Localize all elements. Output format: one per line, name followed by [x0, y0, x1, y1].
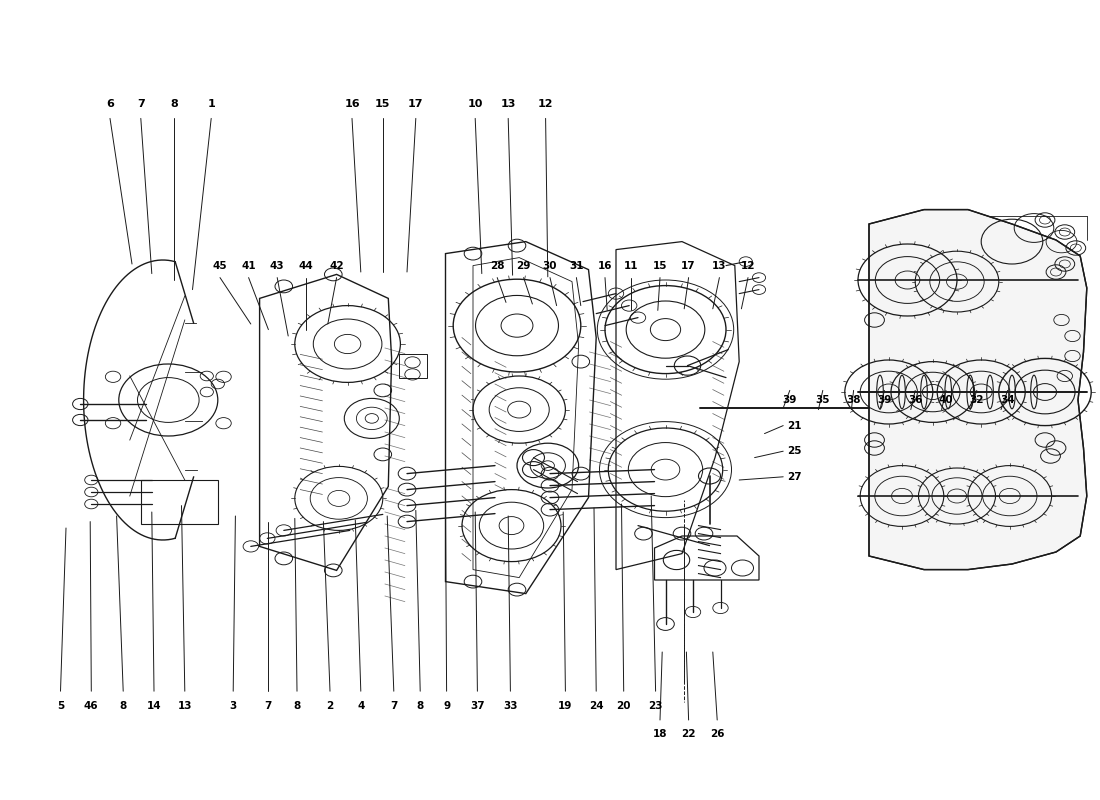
Text: 8: 8	[417, 701, 424, 710]
Text: 17: 17	[681, 261, 696, 270]
Text: 6: 6	[106, 99, 114, 109]
Text: 46: 46	[84, 701, 99, 710]
Text: 8: 8	[294, 701, 300, 710]
Text: 31: 31	[569, 261, 584, 270]
Text: 4: 4	[358, 701, 364, 710]
Text: 13: 13	[177, 701, 192, 710]
Text: 30: 30	[542, 261, 558, 270]
Text: 45: 45	[212, 261, 228, 270]
Text: 24: 24	[588, 701, 604, 710]
Text: 16: 16	[597, 261, 613, 270]
Text: 2: 2	[327, 701, 333, 710]
Text: 23: 23	[648, 701, 663, 710]
Text: 40: 40	[938, 395, 954, 405]
Text: 35: 35	[815, 395, 830, 405]
Text: 39: 39	[877, 395, 892, 405]
Text: 25: 25	[786, 446, 802, 456]
Text: 27: 27	[786, 472, 802, 482]
Text: 1: 1	[207, 99, 216, 109]
Text: 12: 12	[538, 99, 553, 109]
Text: 8: 8	[120, 701, 127, 710]
Text: 7: 7	[265, 701, 272, 710]
Text: 36: 36	[908, 395, 923, 405]
Text: 15: 15	[652, 261, 668, 270]
Text: 19: 19	[558, 701, 573, 710]
Text: 11: 11	[624, 261, 639, 270]
Text: 15: 15	[375, 99, 390, 109]
Text: 32: 32	[969, 395, 984, 405]
Text: 13: 13	[712, 261, 727, 270]
Text: 43: 43	[270, 261, 285, 270]
Text: 22: 22	[681, 730, 696, 739]
Text: 37: 37	[470, 701, 485, 710]
Text: 3: 3	[230, 701, 236, 710]
Text: 38: 38	[846, 395, 861, 405]
Text: 28: 28	[490, 261, 505, 270]
Text: 9: 9	[443, 701, 450, 710]
Text: 18: 18	[652, 730, 668, 739]
Text: 17: 17	[408, 99, 424, 109]
Text: 5: 5	[57, 701, 64, 710]
Text: 26: 26	[710, 730, 725, 739]
Text: 41: 41	[241, 261, 256, 270]
Text: 8: 8	[169, 99, 178, 109]
Polygon shape	[869, 210, 1087, 570]
Text: 10: 10	[468, 99, 483, 109]
Text: 7: 7	[390, 701, 397, 710]
Text: 39: 39	[782, 395, 797, 405]
Text: 12: 12	[740, 261, 756, 270]
Text: 13: 13	[500, 99, 516, 109]
Text: 7: 7	[136, 99, 145, 109]
Text: 33: 33	[503, 701, 518, 710]
Text: 34: 34	[1000, 395, 1015, 405]
Text: 44: 44	[298, 261, 314, 270]
Text: 14: 14	[146, 701, 162, 710]
Text: 16: 16	[344, 99, 360, 109]
Text: 29: 29	[516, 261, 531, 270]
Text: 42: 42	[329, 261, 344, 270]
Text: 20: 20	[616, 701, 631, 710]
Text: 21: 21	[786, 421, 802, 430]
